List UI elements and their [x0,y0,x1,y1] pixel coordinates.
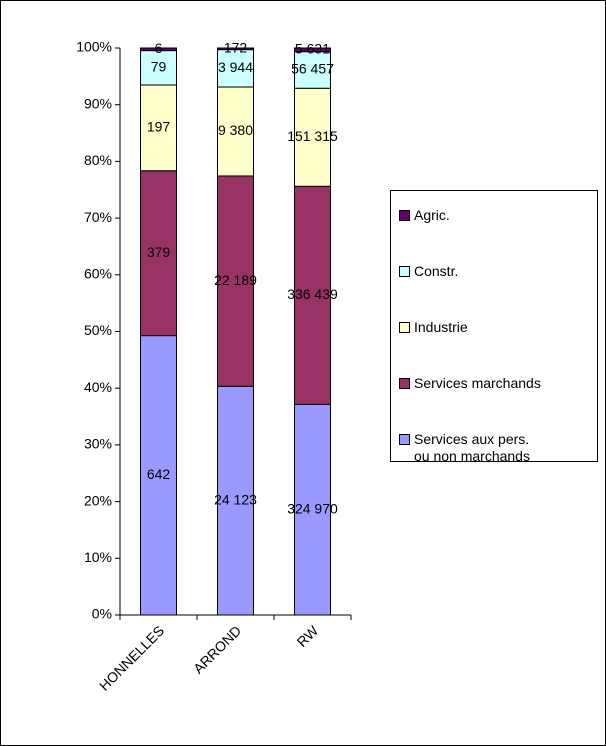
legend-label: Services marchands [414,375,541,391]
bar-segment [140,84,177,172]
bar-segment [294,403,331,616]
bar-segment [140,335,177,616]
legend-item: Services marchands [399,375,582,392]
data-label: 151 315 [287,128,338,144]
y-tick-label: 10% [84,549,112,565]
data-label: 379 [147,244,171,260]
legend-item: Agric. [399,207,582,224]
legend-item: Industrie [399,319,582,336]
legend-label: Industrie [414,319,468,335]
data-label: 642 [147,466,171,482]
legend-swatch [399,434,410,445]
bar-segment [217,47,254,51]
legend-swatch [399,210,410,221]
legend-item: Services aux pers. ou non marchands [399,431,538,465]
bar-segment [140,50,177,86]
bar-segment [140,170,177,337]
data-label: 324 970 [287,500,338,516]
y-tick-label: 90% [84,95,112,111]
y-tick-label: 40% [84,379,112,395]
y-tick-label: 50% [84,322,112,338]
legend-label: Constr. [414,263,459,279]
data-label: 6 [155,40,163,56]
legend-swatch [399,378,410,389]
x-tick-label: HONNELLES [96,622,167,693]
bar-segment [294,87,331,187]
x-tick-label: ARROND [190,622,244,676]
legend-label: Services aux pers. ou non marchands [414,431,530,464]
bar-segment [217,175,254,387]
data-label: 5 631 [295,41,330,57]
legend: Agric. Constr. Industrie Services marchands… [390,190,598,465]
data-label: 56 457 [291,61,334,77]
y-tick-label: 80% [84,152,112,168]
bar-segment [217,86,254,177]
y-tick-label: 100% [76,39,112,55]
data-label: 3 944 [218,59,253,75]
data-label: 172 [224,40,248,56]
data-label: 197 [147,119,171,135]
y-tick-label: 20% [84,492,112,508]
legend-item: Constr. [399,263,582,280]
data-label: 9 380 [218,122,253,138]
legend-swatch [399,322,410,333]
data-label: 336 439 [287,286,338,302]
data-label: 79 [151,59,167,75]
y-tick-label: 60% [84,266,112,282]
data-label: 24 123 [214,491,257,507]
bar-segment [294,47,331,53]
bar-segment [294,51,331,89]
y-tick-label: 0% [92,606,112,622]
bar-segment [294,185,331,405]
y-tick-label: 30% [84,436,112,452]
bar-segment [217,385,254,616]
legend-label: Agric. [414,207,450,223]
x-tick-label: RW [294,622,322,650]
legend-swatch [399,266,410,277]
data-label: 22 189 [214,272,257,288]
y-tick-label: 70% [84,209,112,225]
bar-segment [140,47,177,52]
